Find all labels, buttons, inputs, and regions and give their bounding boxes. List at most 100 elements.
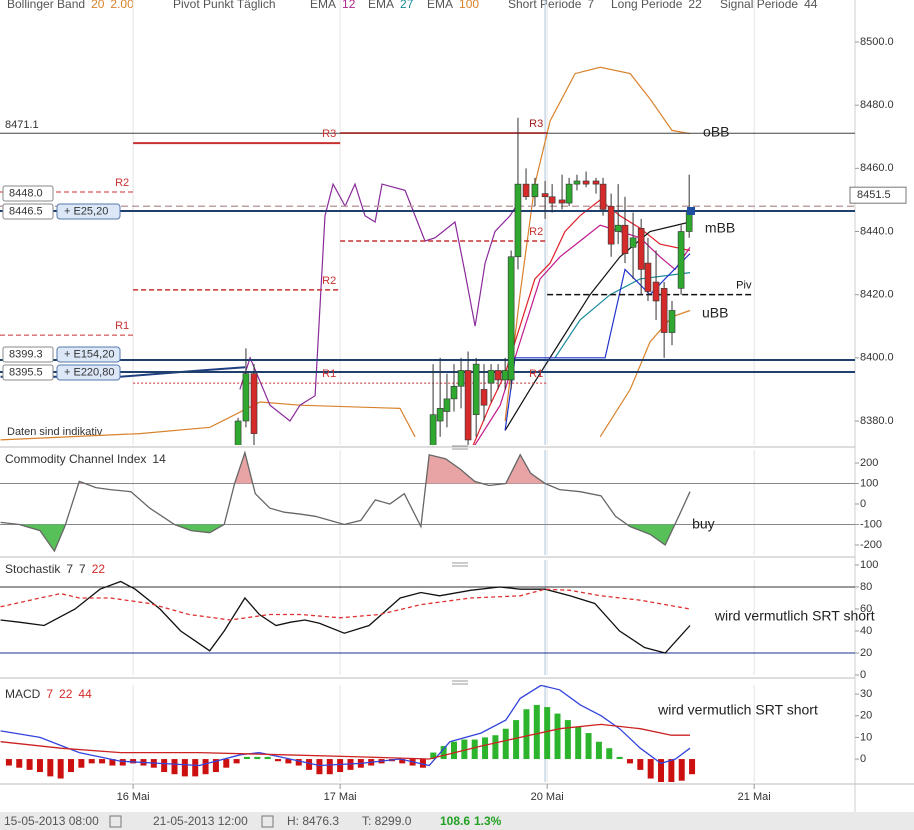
pane [0, 0, 855, 445]
pivot-label: R2 [529, 226, 543, 238]
candle-body [242, 373, 250, 422]
pane-title-text: Commodity Channel Index [5, 452, 146, 466]
y-tick-label: 10 [860, 731, 872, 743]
header-item: Pivot Punkt Täglich [173, 0, 276, 11]
series-line [0, 723, 690, 760]
candle-body [531, 183, 539, 198]
histogram-bar [264, 756, 271, 760]
status-low: T: 8299.0 [362, 814, 412, 828]
calendar-icon[interactable] [261, 815, 274, 828]
candle-body [457, 370, 465, 387]
histogram-bar [533, 704, 540, 760]
histogram-bar [461, 739, 468, 760]
header-label: Signal Periode [720, 0, 798, 11]
pane-handle[interactable] [452, 445, 468, 685]
header-param: 7 [587, 0, 594, 11]
pane [0, 560, 855, 675]
candle-body [652, 281, 660, 302]
pane-param: 14 [152, 452, 166, 466]
candle-body [514, 183, 522, 258]
candle-body [644, 262, 652, 292]
candle-body [599, 183, 607, 210]
pivot-label: R2 [322, 275, 336, 287]
histogram-bar [68, 759, 75, 773]
histogram-bar [450, 741, 457, 760]
histogram-bar [647, 759, 654, 779]
histogram-bar [202, 759, 209, 775]
histogram-bar [606, 748, 613, 760]
level-tag [2, 185, 54, 202]
histogram-bar [337, 759, 344, 773]
level-tag [2, 364, 54, 381]
indicator-line [474, 224, 691, 445]
histogram-bar [36, 759, 43, 773]
y-tick-label: 20 [860, 647, 872, 659]
status-bar [0, 812, 914, 830]
candle-body [234, 420, 242, 445]
level-tag-label: 8448.0 [9, 187, 43, 199]
y-tick-label: 30 [860, 688, 872, 700]
candle-body [494, 370, 502, 381]
candle-body [565, 183, 573, 204]
pivot-label: R1 [529, 368, 543, 380]
cci-overbought-fill [78, 452, 546, 484]
pane-title: Commodity Channel Index 14 [5, 452, 166, 466]
level-tag-label: 8446.5 [9, 205, 43, 217]
candle-body [436, 408, 444, 422]
histogram-bar [513, 720, 520, 760]
candle-body [501, 370, 509, 381]
histogram-bar [192, 759, 199, 777]
candle-body [507, 256, 515, 381]
header-label: Bollinger Band [7, 0, 85, 11]
series-line [0, 450, 691, 553]
level-label: 8471.1 [5, 119, 39, 131]
series-line [0, 588, 691, 621]
level-tag [2, 203, 54, 220]
histogram-bar [223, 759, 230, 768]
order-tag [56, 364, 121, 381]
pane [0, 450, 855, 555]
candle-body [607, 205, 615, 245]
histogram-bar [689, 759, 696, 775]
candle-body [548, 196, 556, 204]
level-tag-label: 8395.5 [9, 366, 43, 378]
calendar-icon[interactable] [109, 815, 122, 828]
annotation: buy [692, 516, 715, 532]
histogram-bar [254, 756, 261, 760]
histogram-bar [585, 733, 592, 760]
header-item: Signal Periode 44 [720, 0, 818, 11]
y-tick-label: 8460.0 [860, 162, 894, 174]
histogram-bar [99, 759, 106, 764]
header-item: EMA 12 [310, 0, 356, 11]
y-tick-label: 80 [860, 581, 872, 593]
histogram-bar [668, 759, 675, 782]
y-tick-label: 0 [860, 753, 866, 765]
y-tick-label: 20 [860, 710, 872, 722]
pane-param: 7 [79, 562, 86, 576]
y-tick-label: 8440.0 [860, 225, 894, 237]
histogram-bar [430, 752, 437, 760]
status-from: 15-05-2013 08:00 [4, 814, 99, 828]
current-price-label: 8451.5 [857, 189, 891, 201]
histogram-bar [626, 759, 633, 764]
header-item: Bollinger Band 20 2.00 [7, 0, 134, 11]
candle-body [573, 180, 581, 185]
indicator-line [554, 272, 691, 359]
histogram-bar [419, 759, 426, 768]
pivot-label: R1 [322, 368, 336, 380]
header-param: 27 [400, 0, 414, 11]
histogram-bar [544, 707, 551, 760]
histogram-bar [482, 737, 489, 760]
note: Daten sind indikativ [7, 426, 103, 438]
x-tick-label: 20 Mai [531, 791, 564, 803]
candle-body [487, 370, 495, 384]
histogram-bar [658, 759, 665, 782]
y-tick-label: 8500.0 [860, 36, 894, 48]
y-tick-label: 8480.0 [860, 99, 894, 111]
annotation: wird vermutlich SRT short [657, 702, 818, 718]
y-tick-label: 100 [860, 477, 878, 489]
pane-title-text: MACD [5, 687, 41, 701]
x-tick-label: 16 Mai [117, 791, 150, 803]
